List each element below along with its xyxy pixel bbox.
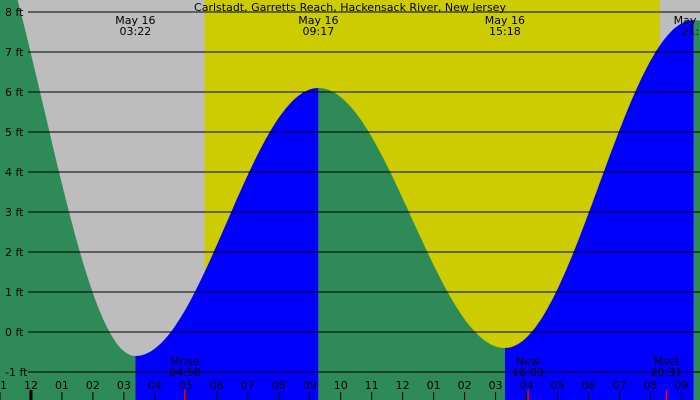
y-tick-label: 6 ft [5, 86, 24, 99]
hour-tick-label: 11 [365, 379, 379, 392]
extreme-time-label: 09:17 [303, 25, 335, 38]
moon-event-time: 16:03 [512, 366, 544, 379]
hour-tick-label: 05 [179, 379, 193, 392]
falling-tide-segment [693, 20, 700, 400]
extreme-time-label: 15:18 [489, 25, 521, 38]
y-tick-label: 8 ft [5, 6, 24, 19]
extreme-date-label: May 16 [485, 14, 525, 27]
y-tick-label: 2 ft [5, 246, 24, 259]
extreme-date-label: May 16 [115, 14, 155, 27]
midnight-marker [29, 390, 33, 400]
moon-event-time: 04:58 [169, 366, 201, 379]
hour-tick-label: 07 [241, 379, 255, 392]
y-tick-label: 7 ft [5, 46, 24, 59]
rising-tide-segment [135, 88, 319, 400]
hour-tick-label: 11 [0, 379, 7, 392]
hour-tick-label: 04 [520, 379, 534, 392]
hour-tick-label: 04 [148, 379, 162, 392]
hour-tick-label: 05 [551, 379, 565, 392]
chart-title: Carlstadt, Garretts Reach, Hackensack Ri… [194, 1, 506, 14]
extreme-date-label: May 16 [298, 14, 338, 27]
extreme-time-label: 03:22 [120, 25, 152, 38]
extreme-time-label: 21:2 [681, 25, 700, 38]
y-tick-label: -1 ft [5, 366, 28, 379]
y-tick-label: 1 ft [5, 286, 24, 299]
moon-event-time: 20:31 [651, 366, 683, 379]
hour-tick-label: 01 [55, 379, 69, 392]
extreme-date-label: May 16 [674, 14, 700, 27]
y-tick-label: 0 ft [5, 326, 24, 339]
y-tick-label: 5 ft [5, 126, 24, 139]
hour-tick-label: 09 [303, 379, 317, 392]
moon-event-label: Mrise [170, 355, 200, 368]
hour-tick-label: 06 [210, 379, 224, 392]
moon-event-label: Mset [653, 355, 680, 368]
hour-tick-label: 08 [643, 379, 657, 392]
hour-tick-label: 03 [489, 379, 503, 392]
y-tick-label: 4 ft [5, 166, 24, 179]
hour-tick-label: 12 [396, 379, 410, 392]
y-tick-label: 3 ft [5, 206, 24, 219]
moon-event-label: New [516, 355, 540, 368]
rising-tide-segment [504, 20, 694, 400]
hour-tick-label: 09 [674, 379, 688, 392]
hour-tick-label: 08 [272, 379, 286, 392]
falling-tide-segment [0, 0, 136, 400]
hour-tick-label: 10 [334, 379, 348, 392]
hour-tick-label: 02 [458, 379, 472, 392]
hour-tick-label: 01 [427, 379, 441, 392]
falling-tide-segment [318, 88, 505, 400]
hour-tick-label: 06 [581, 379, 595, 392]
hour-tick-label: 12 [24, 379, 38, 392]
hour-tick-label: 07 [612, 379, 626, 392]
hour-tick-label: 02 [86, 379, 100, 392]
hour-tick-label: 03 [117, 379, 131, 392]
